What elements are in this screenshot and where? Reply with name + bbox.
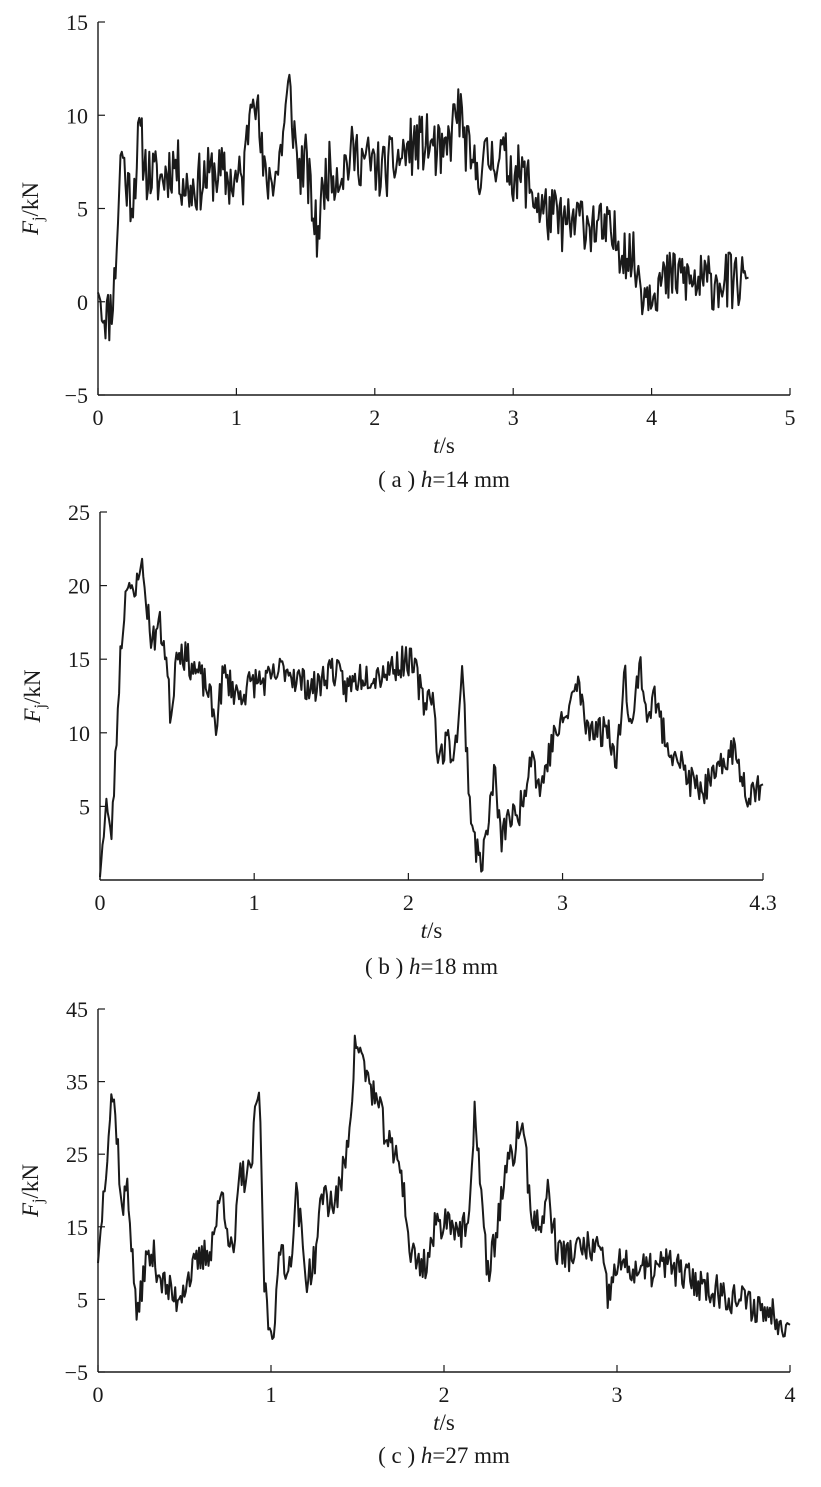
y-tick-label: 5 <box>77 1287 88 1312</box>
y-axis-title: Fj/kN <box>18 182 47 236</box>
x-tick-label: 0 <box>95 890 106 915</box>
x-tick-label: 4.3 <box>749 890 777 915</box>
panel-caption: ( c ) h=27 mm <box>378 1443 510 1468</box>
y-tick-label: 25 <box>66 1142 88 1167</box>
series-line-0 <box>97 1034 791 1340</box>
y-tick-label: 5 <box>77 197 88 222</box>
y-tick-label: −5 <box>65 383 88 408</box>
x-tick-label: 4 <box>785 1382 796 1407</box>
y-tick-label: 0 <box>77 290 88 315</box>
chart-panel-1: 0 1 2 3 4.3 5 10 15 20 25 Fj/kN t/s ( b ) h=18 mm <box>20 500 777 979</box>
series-line-0 <box>97 73 749 342</box>
y-tick-label: 45 <box>66 997 88 1022</box>
chart-panel-2: 0 1 2 3 4 −5 5 15 25 35 45 Fj/kN t/s ( c ) h=27 mm <box>18 997 796 1468</box>
y-tick-label: −5 <box>65 1360 88 1385</box>
x-tick-label: 1 <box>249 890 260 915</box>
x-tick-label: 2 <box>439 1382 450 1407</box>
y-axis-title: Fj/kN <box>18 1164 47 1218</box>
x-tick-label: 0 <box>93 405 104 430</box>
y-tick-label: 10 <box>66 103 88 128</box>
y-tick-label: 5 <box>79 794 90 819</box>
x-tick-label: 3 <box>612 1382 623 1407</box>
y-axis-title: Fj/kN <box>20 669 49 723</box>
panel-caption: ( b ) h=18 mm <box>365 954 498 979</box>
x-tick-label: 3 <box>557 890 568 915</box>
y-tick-label: 20 <box>68 574 90 599</box>
y-tick-label: 10 <box>68 721 90 746</box>
x-tick-label: 3 <box>508 405 519 430</box>
x-tick-label: 0 <box>93 1382 104 1407</box>
x-axis-title: t/s <box>433 433 455 458</box>
x-tick-label: 2 <box>403 890 414 915</box>
series-line-0 <box>99 557 764 878</box>
x-tick-label: 1 <box>231 405 242 430</box>
y-tick-label: 15 <box>66 1215 88 1240</box>
x-axis-title: t/s <box>421 918 443 943</box>
y-tick-label: 25 <box>68 500 90 525</box>
y-tick-label: 15 <box>66 10 88 35</box>
x-tick-label: 1 <box>266 1382 277 1407</box>
x-axis-title: t/s <box>433 1410 455 1435</box>
x-tick-label: 5 <box>785 405 796 430</box>
panel-caption: ( a ) h=14 mm <box>378 467 510 492</box>
y-tick-label: 35 <box>66 1070 88 1095</box>
y-tick-label: 15 <box>68 647 90 672</box>
x-tick-label: 4 <box>646 405 657 430</box>
x-tick-label: 2 <box>369 405 380 430</box>
